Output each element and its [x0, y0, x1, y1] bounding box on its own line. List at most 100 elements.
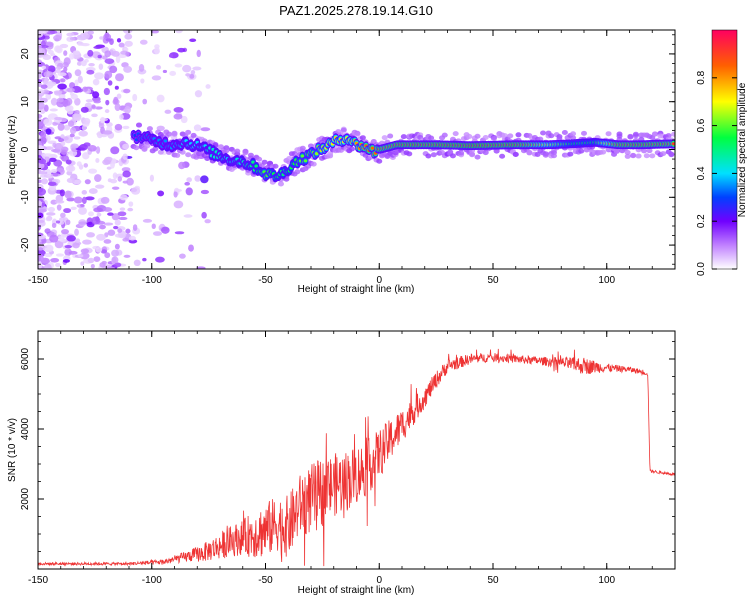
- spectrogram-halo-cell: [359, 135, 366, 141]
- spectrogram-noise-cell: [164, 109, 172, 114]
- spectrogram-noise-cell: [93, 99, 101, 104]
- spectrogram-noise-cell: [84, 196, 95, 201]
- y-tick-label: -10: [20, 190, 31, 205]
- spectrogram-halo-cell: [515, 132, 522, 138]
- spectrogram-halo-cell: [635, 153, 642, 159]
- spectrogram-noise-cell: [125, 228, 131, 234]
- spectrogram-noise-cell: [96, 233, 106, 241]
- spectrogram-halo-cell: [561, 130, 568, 136]
- spectrogram-noise-cell: [60, 134, 65, 139]
- spectrogram-noise-cell: [77, 88, 83, 93]
- spectrogram-noise-cell: [168, 53, 174, 58]
- spectrogram-halo-cell: [526, 149, 533, 155]
- spectrogram-noise-cell: [200, 175, 209, 184]
- colorbar-tick-label: 0.2: [696, 214, 707, 228]
- spectrogram-halo-cell: [449, 153, 456, 159]
- spectrogram-noise-cell: [93, 207, 103, 213]
- spectrogram-halo-cell: [387, 133, 394, 139]
- spectrogram-noise-cell: [169, 70, 177, 76]
- spectrogram-noise-cell: [38, 187, 47, 196]
- spectrogram-halo-cell: [567, 151, 574, 157]
- spectrogram-noise-cell: [102, 130, 113, 135]
- spectrogram-noise-cell: [179, 253, 186, 259]
- spectrogram-noise-cell: [114, 85, 119, 90]
- spectrogram-noise-cell: [38, 208, 47, 213]
- spectrogram-halo-cell: [458, 150, 465, 156]
- spectrogram-noise-cell: [52, 173, 59, 177]
- spectrogram-noise-cell: [200, 189, 209, 195]
- spectrogram-halo-cell: [540, 130, 547, 136]
- spectrogram-noise-cell: [188, 244, 194, 252]
- spectrogram-halo-cell: [646, 148, 653, 154]
- spectrogram-noise-cell: [83, 142, 91, 147]
- spectrogram-halo-cell: [256, 156, 263, 162]
- spectrogram-noise-cell: [72, 50, 81, 55]
- spectrogram-noise-cell: [123, 47, 129, 52]
- spectrogram-halo-cell: [425, 153, 432, 159]
- spectrogram-noise-cell: [162, 69, 168, 74]
- spectrogram-noise-cell: [99, 224, 106, 230]
- spectrogram-noise-cell: [113, 96, 119, 105]
- spectrogram-noise-cell: [122, 153, 128, 160]
- spectrogram-noise-cell: [58, 137, 65, 143]
- spectrogram-noise-cell: [112, 172, 118, 180]
- spectrogram-noise-cell: [204, 219, 211, 224]
- spectrogram-noise-cell: [114, 243, 120, 250]
- spectrogram-noise-cell: [38, 30, 44, 33]
- spectrogram-halo-cell: [185, 152, 192, 158]
- spectrogram-noise-cell: [78, 219, 87, 227]
- spectrogram-noise-cell: [161, 226, 170, 234]
- x-tick-label: -150: [28, 575, 48, 586]
- spectrogram-noise-cell: [104, 50, 111, 58]
- spectrogram-noise-cell: [38, 171, 48, 175]
- spectrogram-noise-cell: [200, 127, 211, 132]
- spectrogram-noise-cell: [55, 66, 62, 70]
- y-tick-label: 0: [20, 146, 31, 152]
- snr-background: [38, 331, 675, 569]
- spectrogram-noise-cell: [66, 197, 75, 202]
- spectrogram-noise-cell: [57, 72, 67, 77]
- spectrogram-noise-cell: [123, 88, 131, 94]
- spectrogram-noise-cell: [140, 78, 145, 84]
- spectrogram-noise-cell: [88, 188, 98, 195]
- spectrogram-halo-cell: [348, 146, 355, 152]
- spectrogram-noise-cell: [55, 220, 61, 224]
- spectrogram-halo-cell: [286, 155, 293, 161]
- spectrogram-noise-cell: [178, 161, 186, 170]
- spectrogram-noise-cell: [106, 166, 112, 170]
- spectrogram-noise-cell: [186, 177, 192, 183]
- spectrogram-noise-cell: [38, 45, 42, 49]
- spectrogram-noise-cell: [38, 261, 43, 269]
- spectrogram-halo-cell: [452, 131, 459, 137]
- spectrogram-noise-cell: [39, 174, 49, 178]
- spectrogram-noise-cell: [68, 250, 78, 255]
- snr-y-ticks: 2000 4000 6000: [20, 341, 675, 552]
- spectrogram-noise-cell: [114, 103, 121, 112]
- spectrogram-noise-cell: [125, 51, 130, 57]
- spectrogram-noise-cell: [173, 200, 184, 209]
- spectrogram-halo-cell: [277, 181, 284, 187]
- x-tick-label: 0: [376, 575, 382, 586]
- spectrogram-noise-cell: [50, 257, 60, 263]
- spectrogram-noise-cell: [91, 104, 96, 109]
- spectrogram-noise-cell: [69, 92, 75, 96]
- spectrogram-halo-cell: [299, 145, 306, 151]
- spectrogram-noise-cell: [113, 262, 122, 268]
- spectrogram-noise-cell: [56, 204, 62, 211]
- spectrogram-noise-cell: [98, 63, 104, 70]
- spectrogram-noise-cell: [38, 102, 45, 110]
- x-tick-label: -100: [142, 575, 162, 586]
- spectrogram-noise-cell: [96, 212, 102, 217]
- spectrogram-halo-cell: [354, 131, 361, 137]
- spectrogram-noise-cell: [128, 201, 134, 207]
- spectrogram-noise-cell: [81, 196, 87, 205]
- spectrogram-halo-cell: [548, 133, 555, 139]
- spectrogram-noise-cell: [49, 108, 58, 112]
- y-tick-label: 2000: [20, 487, 31, 510]
- spectrogram-noise-cell: [88, 62, 95, 67]
- spectrogram-noise-cell: [106, 122, 113, 127]
- spectrogram-noise-cell: [94, 184, 105, 189]
- spectrogram-noise-cell: [132, 224, 138, 231]
- spectrogram-noise-cell: [142, 257, 147, 262]
- spectrogram-noise-cell: [48, 157, 57, 162]
